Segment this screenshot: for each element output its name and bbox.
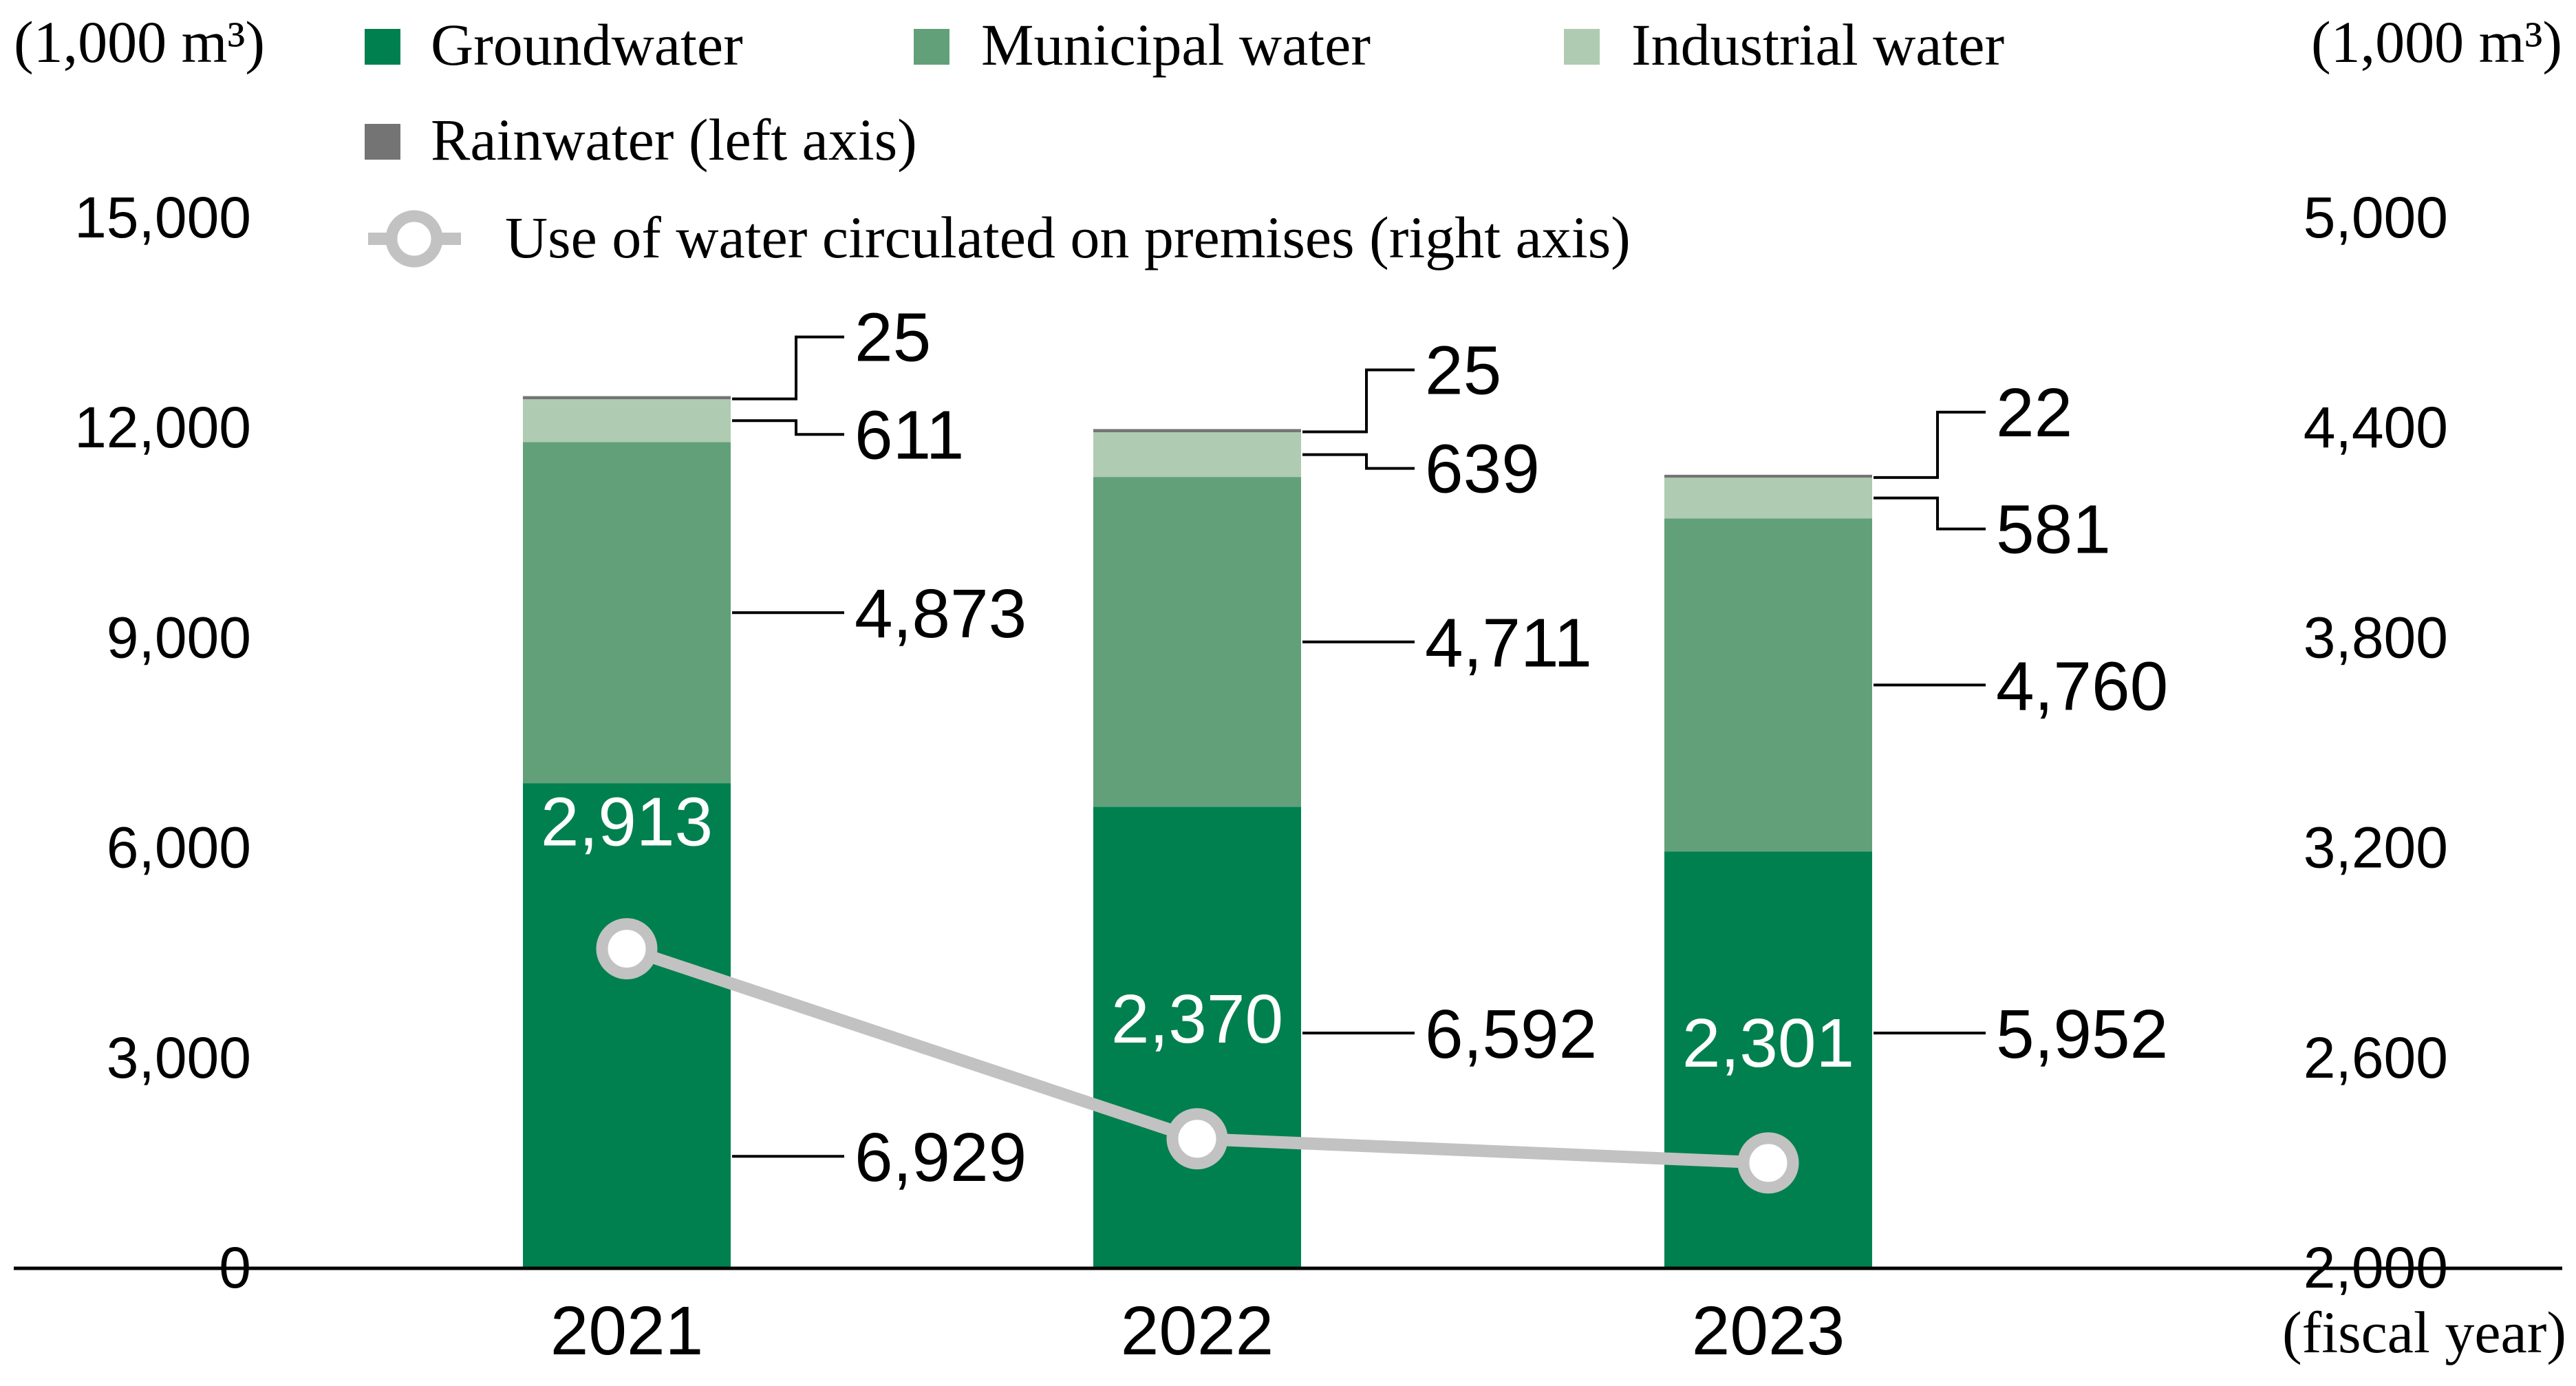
value-label-industrial: 611 bbox=[855, 396, 964, 473]
leader-industrial bbox=[732, 419, 844, 436]
x-tick-label: 2021 bbox=[550, 1292, 703, 1369]
leader-industrial bbox=[1302, 453, 1415, 470]
circulated-value-label: 2,370 bbox=[1111, 981, 1283, 1058]
legend-label-industrial: Industrial water bbox=[1631, 12, 2004, 78]
left-tick-label: 6,000 bbox=[107, 815, 251, 880]
circulated-value-label: 2,301 bbox=[1682, 1005, 1854, 1082]
left-tick-label: 12,000 bbox=[74, 395, 251, 460]
left-tick-label: 15,000 bbox=[74, 185, 251, 250]
bar-segment-industrial bbox=[523, 399, 731, 443]
legend-label-circulated: Use of water circulated on premises (rig… bbox=[505, 204, 1631, 270]
left-tick-label: 9,000 bbox=[107, 605, 251, 670]
legend-swatch-industrial bbox=[1564, 29, 1600, 65]
circulated-point bbox=[1737, 1132, 1799, 1194]
value-label-municipal: 4,760 bbox=[1996, 648, 2168, 725]
value-label-rainwater: 22 bbox=[1996, 374, 2072, 451]
legend-marker-circulated bbox=[385, 210, 443, 268]
value-label-rainwater: 25 bbox=[1425, 332, 1501, 409]
value-label-groundwater: 6,592 bbox=[1425, 996, 1597, 1073]
bar-segment-municipal bbox=[1093, 477, 1301, 807]
circulated-water-line: 2,913 2,370 2,301 bbox=[541, 784, 1854, 1194]
value-label-groundwater: 5,952 bbox=[1996, 996, 2168, 1073]
legend-swatch-groundwater bbox=[365, 29, 400, 65]
legend-label-groundwater: Groundwater bbox=[431, 12, 743, 78]
leader-rainwater bbox=[732, 335, 844, 401]
leader-rainwater bbox=[1302, 368, 1415, 434]
legend-swatch-municipal bbox=[914, 29, 949, 65]
value-label-industrial: 581 bbox=[1996, 491, 2111, 568]
legend-label-rainwater: Rainwater (left axis) bbox=[431, 107, 917, 173]
leader-rainwater bbox=[1874, 410, 1986, 479]
bar-segment-municipal bbox=[1664, 518, 1872, 852]
value-label-industrial: 639 bbox=[1425, 431, 1540, 508]
bar-segment-groundwater bbox=[523, 783, 731, 1268]
right-axis-unit: (1,000 m³) bbox=[2311, 9, 2562, 75]
right-tick-label: 4,400 bbox=[2304, 395, 2448, 460]
leader-industrial bbox=[1874, 496, 1986, 531]
bar-segment-groundwater bbox=[1093, 807, 1301, 1268]
circulated-point bbox=[596, 918, 658, 980]
circulated-point bbox=[1166, 1108, 1228, 1170]
bar-stacks bbox=[523, 396, 1872, 1268]
value-label-groundwater: 6,929 bbox=[855, 1119, 1027, 1196]
right-tick-label: 2,600 bbox=[2304, 1025, 2448, 1090]
value-label-municipal: 4,873 bbox=[855, 575, 1027, 652]
right-tick-label: 3,800 bbox=[2304, 605, 2448, 670]
legend-label-municipal: Municipal water bbox=[981, 12, 1371, 78]
right-tick-label: 5,000 bbox=[2304, 185, 2448, 250]
right-tick-label: 3,200 bbox=[2304, 815, 2448, 880]
bar-segment-industrial bbox=[1093, 432, 1301, 478]
bar-segment-municipal bbox=[523, 442, 731, 784]
value-label-municipal: 4,711 bbox=[1425, 605, 1592, 682]
left-tick-label: 3,000 bbox=[107, 1025, 251, 1090]
value-leaders: 6,929 4,873 611 25 6,592 4,711 639 25 5,952 4,760… bbox=[732, 299, 2168, 1196]
bar-segment-industrial bbox=[1664, 478, 1872, 519]
x-axis-unit: (fiscal year) bbox=[2282, 1299, 2566, 1365]
x-tick-label: 2023 bbox=[1692, 1292, 1845, 1369]
bar-segment-groundwater bbox=[1664, 851, 1872, 1268]
circulated-value-label: 2,913 bbox=[541, 784, 713, 861]
x-axis-ticks: 2021 2022 2023 bbox=[550, 1292, 1845, 1369]
left-axis-unit: (1,000 m³) bbox=[14, 9, 265, 75]
x-tick-label: 2022 bbox=[1121, 1292, 1274, 1369]
legend-swatch-rainwater bbox=[365, 124, 400, 160]
legend: Groundwater Municipal water Industrial w… bbox=[365, 12, 2004, 270]
value-label-rainwater: 25 bbox=[855, 299, 931, 376]
